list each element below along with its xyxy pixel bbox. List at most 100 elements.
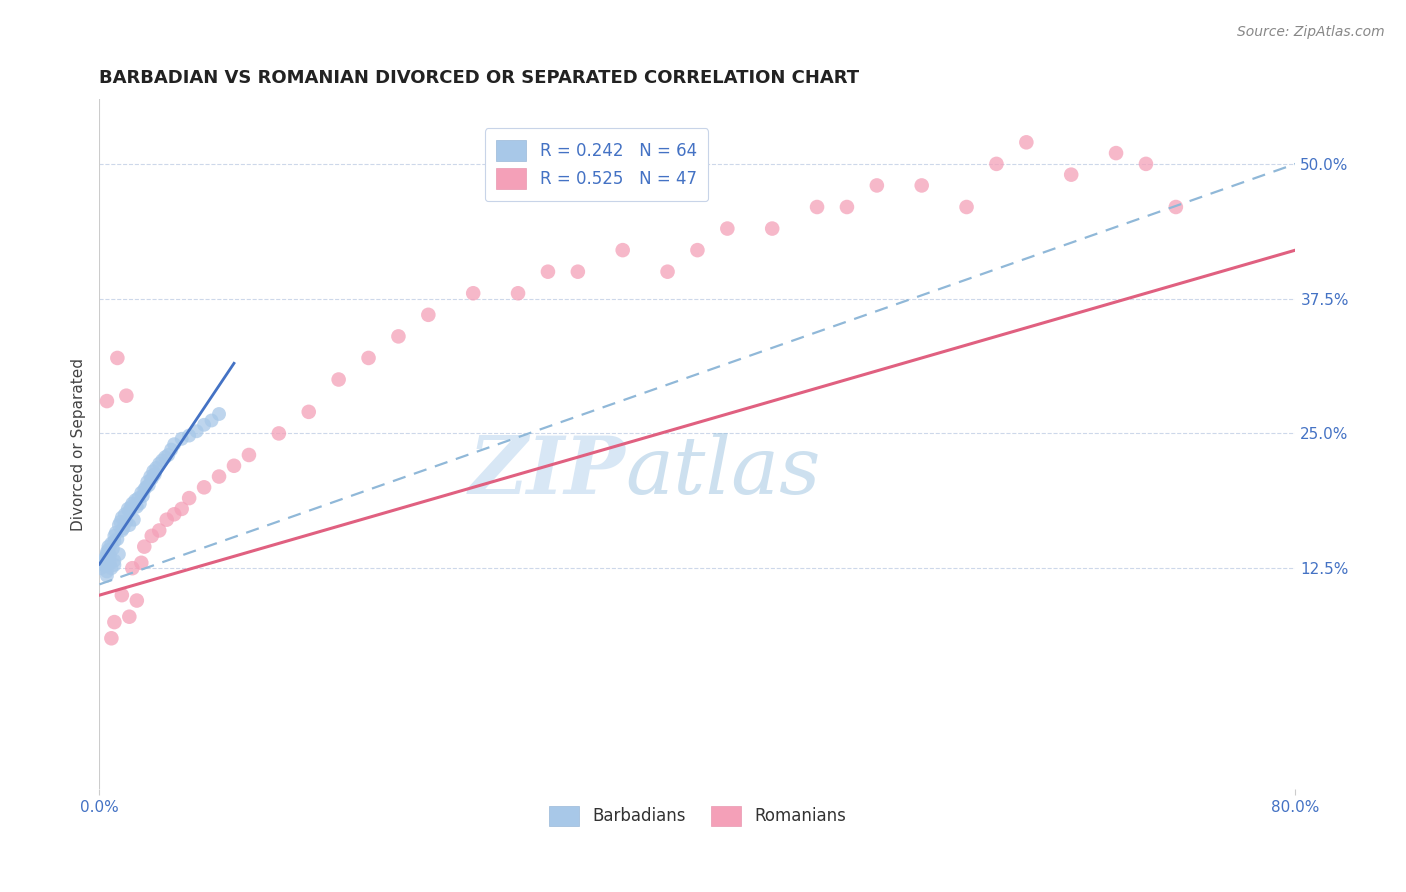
Point — [163, 437, 186, 451]
Point — [387, 329, 409, 343]
Point — [101, 541, 124, 556]
Point — [105, 351, 128, 365]
Point — [208, 469, 231, 483]
Point — [141, 472, 163, 486]
Point — [163, 508, 186, 522]
Point — [145, 461, 167, 475]
Point — [114, 508, 136, 522]
Point — [537, 265, 560, 279]
Point — [132, 489, 155, 503]
Point — [138, 478, 160, 492]
Point — [98, 556, 121, 570]
Point — [179, 491, 201, 505]
Point — [93, 558, 115, 572]
Point — [96, 547, 118, 561]
Point — [222, 458, 245, 473]
Point — [111, 524, 134, 538]
Point — [193, 417, 215, 432]
Point — [156, 513, 179, 527]
Point — [103, 558, 125, 572]
Point — [193, 480, 215, 494]
Point — [612, 243, 634, 257]
Point — [866, 178, 889, 193]
Point — [716, 221, 738, 235]
Point — [117, 502, 139, 516]
Point — [1164, 200, 1187, 214]
Point — [148, 457, 170, 471]
Point — [108, 547, 131, 561]
Point — [103, 554, 125, 568]
Point — [135, 480, 157, 494]
Point — [121, 561, 143, 575]
Point — [118, 609, 141, 624]
Point — [115, 389, 138, 403]
Point — [686, 243, 709, 257]
Point — [1060, 168, 1083, 182]
Point — [567, 265, 589, 279]
Point — [238, 448, 260, 462]
Point — [298, 405, 321, 419]
Point — [150, 453, 173, 467]
Point — [134, 483, 156, 497]
Point — [125, 500, 148, 514]
Point — [120, 500, 142, 514]
Point — [186, 424, 208, 438]
Text: BARBADIAN VS ROMANIAN DIVORCED OR SEPARATED CORRELATION CHART: BARBADIAN VS ROMANIAN DIVORCED OR SEPARA… — [100, 69, 859, 87]
Point — [328, 372, 350, 386]
Point — [128, 496, 150, 510]
Text: ZIP: ZIP — [468, 433, 626, 510]
Point — [96, 565, 118, 579]
Point — [121, 496, 143, 510]
Legend: Barbadians, Romanians: Barbadians, Romanians — [543, 799, 852, 832]
Text: atlas: atlas — [626, 433, 821, 510]
Point — [835, 200, 858, 214]
Point — [110, 515, 132, 529]
Point — [100, 561, 122, 575]
Point — [142, 464, 165, 478]
Point — [103, 615, 125, 629]
Point — [96, 568, 118, 582]
Point — [463, 286, 485, 301]
Point — [911, 178, 934, 193]
Point — [208, 407, 231, 421]
Point — [94, 550, 117, 565]
Point — [94, 559, 117, 574]
Point — [108, 518, 131, 533]
Point — [104, 525, 127, 540]
Point — [1015, 136, 1038, 150]
Point — [127, 491, 149, 505]
Point — [129, 556, 152, 570]
Point — [160, 442, 183, 457]
Point — [97, 540, 120, 554]
Point — [129, 485, 152, 500]
Point — [157, 448, 180, 462]
Point — [506, 286, 529, 301]
Text: Source: ZipAtlas.com: Source: ZipAtlas.com — [1237, 25, 1385, 39]
Point — [1105, 146, 1128, 161]
Point — [418, 308, 440, 322]
Point — [90, 561, 112, 575]
Point — [170, 432, 193, 446]
Point — [118, 504, 141, 518]
Point — [93, 554, 115, 568]
Point — [136, 475, 159, 489]
Point — [111, 510, 134, 524]
Point — [200, 413, 222, 427]
Point — [761, 221, 783, 235]
Y-axis label: Divorced or Separated: Divorced or Separated — [72, 358, 86, 531]
Point — [170, 502, 193, 516]
Point — [357, 351, 380, 365]
Point — [143, 467, 166, 482]
Point — [986, 157, 1008, 171]
Point — [103, 529, 125, 543]
Point — [122, 513, 145, 527]
Point — [100, 536, 122, 550]
Point — [139, 469, 162, 483]
Point — [141, 529, 163, 543]
Point — [112, 521, 135, 535]
Point — [97, 542, 120, 557]
Point — [103, 534, 125, 549]
Point — [179, 428, 201, 442]
Point — [105, 532, 128, 546]
Point — [806, 200, 828, 214]
